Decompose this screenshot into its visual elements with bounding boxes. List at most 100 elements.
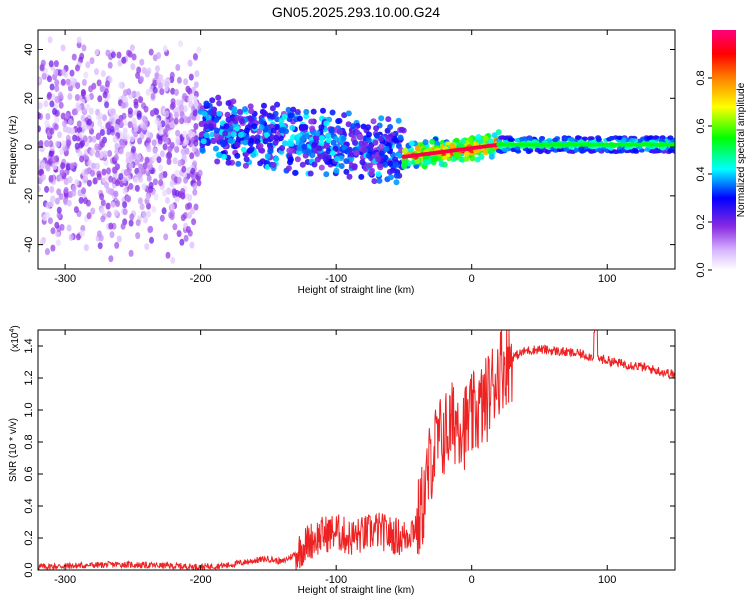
heatmap-cell bbox=[85, 103, 91, 111]
heatmap-cell bbox=[366, 131, 372, 138]
heatmap-cell bbox=[166, 187, 172, 195]
heatmap-cell bbox=[56, 188, 62, 196]
figure-title: GN05.2025.293.10.00.G24 bbox=[272, 4, 440, 20]
heatmap-cell bbox=[89, 57, 95, 65]
heatmap-cell bbox=[185, 226, 191, 233]
heatmap-cell bbox=[460, 138, 467, 145]
heatmap-cell bbox=[188, 101, 194, 108]
heatmap-cell bbox=[67, 176, 73, 184]
heatmap-cell bbox=[167, 152, 173, 160]
heatmap-cell bbox=[307, 170, 314, 177]
heatmap-cell bbox=[151, 139, 157, 147]
heatmap-cell bbox=[385, 136, 392, 143]
heatmap-cell bbox=[143, 216, 148, 224]
heatmap-cell bbox=[53, 123, 59, 131]
heatmap-marks bbox=[38, 36, 675, 264]
heatmap-cell bbox=[397, 134, 404, 141]
heatmap-cell bbox=[97, 242, 103, 250]
heatmap-cell bbox=[110, 201, 116, 209]
heatmap-cell bbox=[49, 83, 55, 91]
heatmap-cell bbox=[273, 155, 280, 162]
heatmap-cell bbox=[113, 113, 119, 121]
heatmap-cell bbox=[81, 79, 87, 86]
heatmap-cell bbox=[41, 72, 47, 80]
snr-frame bbox=[37, 329, 676, 571]
heatmap-cell bbox=[231, 106, 238, 113]
heatmap-cell bbox=[63, 186, 69, 194]
heatmap-cell bbox=[488, 153, 495, 160]
heatmap-cell bbox=[286, 140, 293, 147]
heatmap-cell bbox=[75, 233, 81, 241]
heatmap-cell bbox=[52, 163, 58, 171]
heatmap-cell bbox=[261, 102, 267, 109]
heatmap-cell bbox=[85, 94, 91, 102]
heatmap-cell bbox=[99, 85, 105, 93]
heatmap-cell bbox=[144, 156, 150, 164]
x-tick-label: 100 bbox=[598, 574, 616, 586]
heatmap-cell bbox=[48, 175, 54, 182]
colorbar-gradient bbox=[712, 30, 736, 270]
heatmap-cell bbox=[320, 107, 326, 114]
heatmap-cell bbox=[382, 161, 389, 168]
y-tick-label: 1.2 bbox=[23, 370, 35, 385]
heatmap-cell bbox=[120, 222, 126, 230]
heatmap-cell bbox=[113, 190, 119, 198]
heatmap-cell bbox=[395, 117, 402, 124]
heatmap-cell bbox=[172, 157, 178, 165]
spectrogram-frame bbox=[37, 29, 676, 270]
heatmap-cell bbox=[230, 131, 237, 138]
heatmap-cell bbox=[215, 94, 222, 101]
heatmap-cell bbox=[81, 187, 87, 195]
heatmap-cell bbox=[325, 137, 332, 144]
heatmap-cell bbox=[57, 131, 63, 139]
heatmap-cell bbox=[179, 104, 185, 112]
heatmap-cell bbox=[48, 60, 54, 68]
heatmap-cell bbox=[463, 155, 470, 162]
heatmap-cell bbox=[91, 162, 97, 170]
heatmap-cell bbox=[191, 218, 197, 226]
heatmap-cell bbox=[54, 221, 60, 229]
heatmap-cell bbox=[358, 173, 365, 180]
heatmap-cell bbox=[191, 145, 197, 153]
heatmap-cell bbox=[216, 110, 223, 117]
heatmap-cell bbox=[56, 206, 62, 214]
heatmap-cell bbox=[168, 211, 174, 219]
heatmap-cell bbox=[100, 215, 106, 223]
heatmap-cell bbox=[100, 70, 106, 78]
heatmap-cell bbox=[99, 207, 105, 215]
heatmap-cell bbox=[248, 108, 255, 115]
heatmap-cell bbox=[136, 112, 142, 120]
heatmap-cell bbox=[112, 172, 118, 179]
heatmap-cell bbox=[332, 145, 339, 152]
heatmap-cell bbox=[190, 167, 196, 175]
heatmap-cell bbox=[323, 171, 330, 178]
heatmap-cell bbox=[65, 139, 71, 147]
heatmap-cell bbox=[50, 195, 56, 203]
heatmap-cell bbox=[424, 159, 431, 166]
heatmap-cell bbox=[365, 137, 372, 144]
heatmap-cell bbox=[408, 140, 415, 147]
heatmap-cell bbox=[54, 116, 60, 124]
heatmap-cell bbox=[187, 194, 193, 202]
heatmap-cell bbox=[54, 79, 60, 87]
heatmap-cell bbox=[652, 135, 659, 140]
heatmap-cell bbox=[66, 224, 72, 232]
heatmap-cell bbox=[164, 110, 170, 118]
colorbar: 0.0 0.2 0.4 0.6 0.8 Normalized spectral ampl… bbox=[695, 30, 747, 278]
heatmap-cell bbox=[61, 68, 67, 76]
heatmap-cell bbox=[328, 127, 335, 133]
heatmap-cell bbox=[123, 96, 128, 104]
heatmap-cell bbox=[474, 156, 481, 163]
heatmap-cell bbox=[672, 142, 675, 147]
heatmap-cell bbox=[128, 249, 134, 257]
heatmap-cell bbox=[519, 136, 526, 142]
heatmap-cell bbox=[155, 65, 160, 73]
heatmap-cell bbox=[620, 139, 627, 144]
heatmap-cell bbox=[392, 156, 399, 163]
heatmap-cell bbox=[154, 108, 159, 116]
heatmap-cell bbox=[348, 151, 355, 158]
heatmap-cell bbox=[563, 147, 570, 152]
heatmap-cell bbox=[129, 44, 135, 52]
heatmap-cell bbox=[378, 115, 385, 122]
heatmap-cell bbox=[53, 60, 59, 68]
